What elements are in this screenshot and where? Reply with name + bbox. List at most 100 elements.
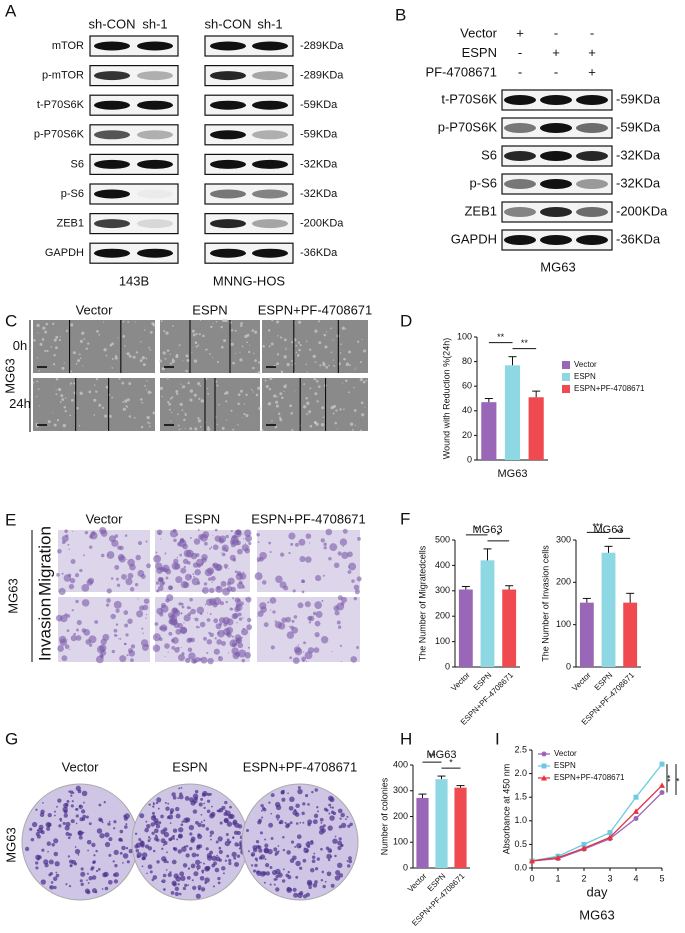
blot-band — [576, 235, 608, 245]
texture — [309, 387, 312, 390]
texture — [225, 833, 229, 837]
texture — [337, 808, 343, 814]
size-label: -32KDa — [616, 175, 661, 190]
texture — [326, 853, 332, 860]
texture — [44, 863, 49, 868]
error-bar — [604, 545, 613, 553]
column-header: Vector — [76, 302, 114, 317]
texture — [267, 402, 272, 406]
texture — [179, 553, 183, 557]
texture — [153, 828, 159, 834]
texture — [75, 599, 79, 604]
texture — [286, 362, 290, 367]
texture — [106, 430, 109, 432]
texture — [339, 538, 348, 546]
lane-header: sh-1 — [257, 16, 282, 31]
texture — [311, 790, 314, 794]
texture — [171, 859, 177, 865]
texture — [127, 572, 134, 579]
texture — [64, 529, 68, 534]
texture — [327, 795, 334, 801]
texture — [204, 568, 213, 577]
texture — [302, 894, 308, 899]
texture — [276, 335, 279, 337]
error-bar — [461, 585, 470, 590]
texture — [307, 844, 311, 848]
texture — [114, 863, 118, 868]
texture — [288, 551, 291, 555]
texture — [160, 814, 164, 819]
bar — [480, 560, 495, 667]
texture — [320, 423, 325, 427]
y-tick-label: 200 — [435, 611, 450, 621]
texture — [311, 855, 316, 859]
texture — [65, 534, 69, 538]
texture — [297, 602, 304, 609]
texture — [279, 336, 283, 339]
texture — [184, 412, 186, 414]
texture — [169, 811, 174, 815]
texture — [74, 573, 80, 578]
texture — [285, 348, 287, 351]
texture — [252, 869, 257, 873]
texture — [305, 533, 312, 539]
texture — [313, 852, 316, 855]
texture — [355, 367, 357, 369]
texture — [171, 411, 173, 413]
size-label: -32KDa — [300, 158, 338, 170]
texture — [56, 573, 60, 577]
texture — [322, 416, 325, 418]
texture — [234, 329, 237, 332]
texture — [192, 809, 198, 814]
texture — [200, 821, 203, 823]
texture — [146, 421, 149, 424]
texture — [76, 620, 82, 626]
texture — [206, 809, 211, 814]
texture — [77, 830, 84, 836]
cell-line-label: MG63 — [5, 578, 20, 613]
texture — [199, 319, 202, 321]
texture — [56, 419, 60, 422]
texture — [210, 576, 216, 581]
texture — [180, 383, 182, 385]
texture — [163, 859, 168, 864]
texture — [75, 635, 82, 641]
texture — [206, 852, 212, 859]
protein-label: ZEB1 — [56, 218, 84, 230]
texture — [134, 583, 139, 587]
texture — [316, 810, 319, 813]
texture — [220, 345, 224, 349]
texture — [88, 390, 92, 394]
texture — [212, 861, 218, 866]
texture — [282, 836, 285, 839]
texture — [337, 551, 342, 556]
texture — [190, 637, 195, 643]
y-tick-label: 300 — [393, 785, 408, 795]
texture — [107, 879, 113, 885]
texture — [148, 425, 151, 428]
texture — [30, 837, 35, 842]
texture — [240, 322, 243, 325]
texture — [218, 849, 223, 855]
texture — [63, 362, 65, 364]
texture — [176, 392, 179, 395]
texture — [348, 350, 351, 354]
texture — [299, 821, 302, 824]
texture — [320, 538, 325, 543]
texture — [53, 851, 59, 857]
texture — [253, 352, 255, 355]
texture — [63, 406, 66, 409]
texture — [186, 875, 191, 880]
texture — [136, 610, 144, 618]
texture — [262, 871, 267, 876]
texture — [263, 847, 270, 854]
texture — [176, 556, 179, 559]
texture — [85, 347, 88, 350]
panel-label: D — [400, 311, 412, 330]
texture — [182, 543, 188, 550]
texture — [67, 855, 71, 858]
texture — [122, 862, 124, 864]
texture — [270, 609, 272, 611]
texture — [70, 382, 73, 385]
blot-band — [540, 179, 572, 189]
